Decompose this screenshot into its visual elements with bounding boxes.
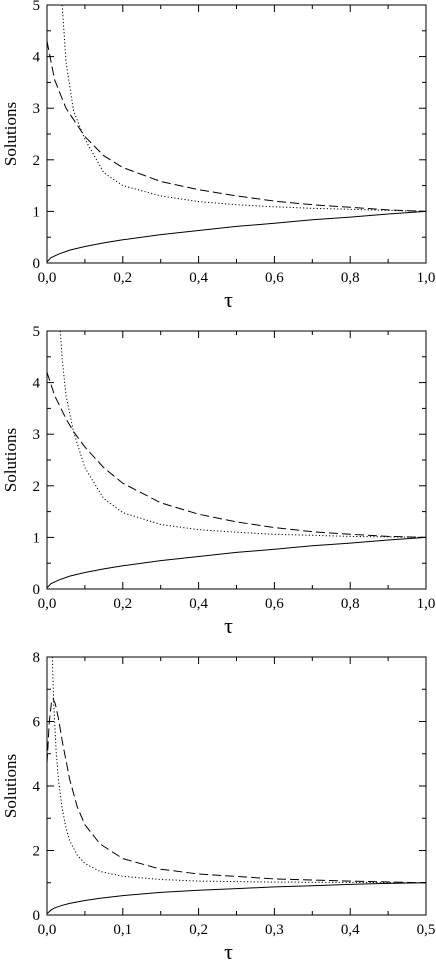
y-tick-label: 3 (33, 427, 41, 443)
y-tick-label: 2 (33, 844, 41, 860)
plot-frame (46, 330, 427, 590)
y-tick-label: 8 (33, 650, 41, 666)
chart-panel-3: 0,0 0,1 0,2 0,3 0,4 0,5 0 2 4 6 8 τ Solutions (1, 650, 435, 964)
series-line-solid (47, 882, 426, 914)
x-tick-label: 0,0 (38, 270, 57, 286)
x-axis-label: τ (224, 613, 233, 638)
y-tick-label: 5 (33, 0, 41, 14)
series-group (47, 331, 426, 588)
y-tick-label: 4 (33, 376, 41, 392)
y-tick-label: 6 (33, 715, 41, 731)
y-tick-label: 1 (33, 530, 41, 546)
series-line-dashed (47, 372, 426, 538)
series-group (47, 657, 426, 914)
x-tick-label: 0,2 (113, 596, 132, 612)
x-tick-label: 0,0 (38, 596, 57, 612)
x-tick-label: 0,4 (189, 596, 208, 612)
x-tick-label: 0,6 (265, 596, 284, 612)
x-tick-label: 0,1 (113, 922, 132, 938)
y-tick-label: 0 (33, 582, 41, 598)
plot-frame (46, 4, 427, 264)
series-line-dashed (47, 697, 426, 884)
y-axis-label: Solutions (1, 102, 20, 166)
y-tick-label: 3 (33, 101, 41, 117)
x-tick-label: 0,0 (38, 922, 57, 938)
x-tick-label: 0,8 (341, 270, 360, 286)
y-tick-label: 0 (33, 256, 41, 272)
y-tick-label: 0 (33, 908, 41, 924)
y-tick-label: 4 (33, 50, 41, 66)
y-axis-label: Solutions (1, 754, 20, 818)
y-tick-label: 1 (33, 204, 41, 220)
x-tick-label: 0,5 (417, 922, 436, 938)
series-line-solid (47, 536, 426, 588)
x-tick-label: 0,2 (189, 922, 208, 938)
series-group (47, 5, 426, 262)
x-tick-label: 1,0 (417, 596, 436, 612)
series-line-solid (47, 210, 426, 262)
y-tick-label: 2 (33, 153, 41, 169)
series-line-dotted (61, 5, 426, 212)
chart-panel-2: 0,0 0,2 0,4 0,6 0,8 1,0 0 1 2 3 4 5 τ Solutions (1, 324, 435, 638)
y-tick-label: 4 (33, 779, 41, 795)
x-tick-label: 0,4 (341, 922, 360, 938)
plot-frame (46, 656, 427, 916)
series-line-dotted (59, 331, 426, 538)
chart-panel-1: 0,0 0,2 0,4 0,6 0,8 1,0 0 1 2 3 4 5 τ Solutions (1, 0, 435, 312)
x-tick-label: 0,2 (113, 270, 132, 286)
y-tick-label: 2 (33, 479, 41, 495)
x-axis-label: τ (224, 939, 233, 964)
x-tick-label: 0,6 (265, 270, 284, 286)
x-axis-label: τ (224, 287, 233, 312)
x-tick-label: 0,4 (189, 270, 208, 286)
x-tick-label: 1,0 (417, 270, 436, 286)
series-line-dashed (47, 41, 426, 212)
y-axis-label: Solutions (1, 428, 20, 492)
y-tick-label: 5 (33, 324, 41, 340)
x-tick-label: 0,3 (265, 922, 284, 938)
x-tick-label: 0,8 (341, 596, 360, 612)
